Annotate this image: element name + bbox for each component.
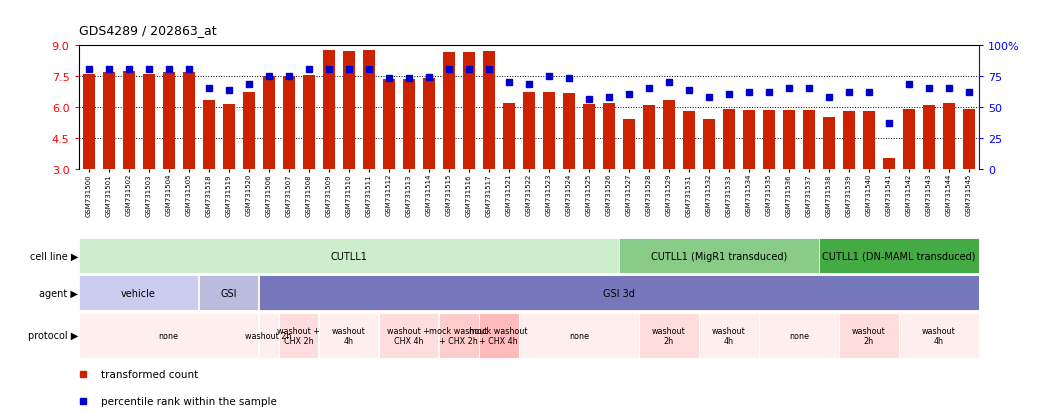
Bar bbox=[263, 76, 274, 169]
Text: CUTLL1 (DN-MAML transduced): CUTLL1 (DN-MAML transduced) bbox=[822, 251, 976, 261]
Text: none: none bbox=[569, 331, 588, 340]
Text: GDS4289 / 202863_at: GDS4289 / 202863_at bbox=[79, 24, 216, 37]
Text: washout 2h: washout 2h bbox=[245, 331, 292, 340]
Bar bbox=[243, 93, 254, 169]
Bar bbox=[903, 109, 915, 169]
Bar bbox=[623, 120, 634, 169]
Bar bbox=[759, 313, 839, 358]
Bar bbox=[899, 313, 979, 358]
Bar bbox=[223, 104, 235, 169]
Bar bbox=[79, 276, 198, 311]
Text: GSI: GSI bbox=[220, 288, 237, 298]
Bar bbox=[763, 110, 775, 169]
Bar bbox=[403, 79, 415, 169]
Text: washout +
CHX 2h: washout + CHX 2h bbox=[277, 326, 320, 345]
Bar bbox=[819, 239, 979, 273]
Text: GSI 3d: GSI 3d bbox=[603, 288, 634, 298]
Bar bbox=[683, 112, 695, 169]
Bar bbox=[519, 313, 639, 358]
Bar bbox=[863, 112, 875, 169]
Bar bbox=[79, 313, 259, 358]
Text: cell line ▶: cell line ▶ bbox=[29, 251, 79, 261]
Text: agent ▶: agent ▶ bbox=[39, 288, 79, 298]
Text: washout
4h: washout 4h bbox=[922, 326, 956, 345]
Bar bbox=[319, 313, 378, 358]
Bar bbox=[699, 313, 759, 358]
Bar bbox=[603, 103, 615, 169]
Text: washout
2h: washout 2h bbox=[652, 326, 686, 345]
Bar bbox=[379, 313, 439, 358]
Bar bbox=[562, 94, 575, 169]
Text: washout
2h: washout 2h bbox=[852, 326, 886, 345]
Text: none: none bbox=[788, 331, 809, 340]
Bar bbox=[443, 52, 454, 169]
Text: CUTLL1 (MigR1 transduced): CUTLL1 (MigR1 transduced) bbox=[650, 251, 787, 261]
Bar bbox=[259, 276, 979, 311]
Bar bbox=[722, 109, 735, 169]
Bar bbox=[362, 50, 375, 169]
Bar bbox=[922, 105, 935, 169]
Bar bbox=[122, 72, 135, 169]
Bar bbox=[83, 74, 94, 169]
Text: washout
4h: washout 4h bbox=[332, 326, 365, 345]
Bar bbox=[742, 110, 755, 169]
Bar bbox=[483, 52, 495, 169]
Text: mock washout
+ CHX 2h: mock washout + CHX 2h bbox=[429, 326, 488, 345]
Text: mock washout
+ CHX 4h: mock washout + CHX 4h bbox=[469, 326, 528, 345]
Bar bbox=[342, 52, 355, 169]
Text: washout
4h: washout 4h bbox=[712, 326, 745, 345]
Bar bbox=[142, 74, 155, 169]
Text: CUTLL1: CUTLL1 bbox=[330, 251, 367, 261]
Bar bbox=[259, 313, 279, 358]
Text: percentile rank within the sample: percentile rank within the sample bbox=[101, 396, 276, 406]
Bar bbox=[303, 75, 315, 169]
Bar bbox=[478, 313, 518, 358]
Text: protocol ▶: protocol ▶ bbox=[28, 330, 79, 341]
Bar bbox=[883, 159, 895, 169]
Bar bbox=[639, 313, 698, 358]
Bar bbox=[542, 93, 555, 169]
Text: vehicle: vehicle bbox=[121, 288, 156, 298]
Bar bbox=[783, 110, 795, 169]
Bar bbox=[79, 239, 619, 273]
Bar bbox=[322, 50, 335, 169]
Bar bbox=[503, 103, 515, 169]
Text: none: none bbox=[158, 331, 179, 340]
Bar bbox=[823, 118, 834, 169]
Bar bbox=[182, 73, 195, 169]
Bar bbox=[643, 105, 654, 169]
Bar bbox=[943, 103, 955, 169]
Bar bbox=[839, 313, 898, 358]
Bar bbox=[843, 112, 855, 169]
Bar bbox=[522, 93, 535, 169]
Bar bbox=[279, 313, 318, 358]
Bar bbox=[162, 73, 175, 169]
Text: washout +
CHX 4h: washout + CHX 4h bbox=[387, 326, 430, 345]
Bar bbox=[663, 101, 675, 169]
Bar bbox=[199, 276, 259, 311]
Bar bbox=[202, 101, 215, 169]
Bar bbox=[463, 52, 474, 169]
Bar bbox=[103, 73, 114, 169]
Bar bbox=[283, 76, 294, 169]
Bar bbox=[803, 110, 815, 169]
Bar bbox=[423, 78, 435, 169]
Text: transformed count: transformed count bbox=[101, 369, 198, 379]
Bar bbox=[583, 104, 595, 169]
Bar bbox=[619, 239, 819, 273]
Bar bbox=[439, 313, 478, 358]
Bar bbox=[963, 109, 975, 169]
Bar bbox=[703, 120, 715, 169]
Bar bbox=[382, 79, 395, 169]
